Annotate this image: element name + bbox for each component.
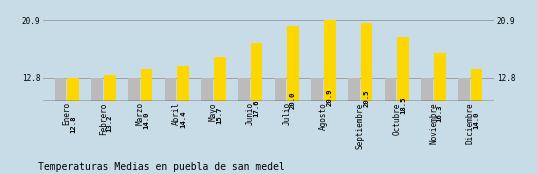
- Bar: [360, 23, 372, 168]
- Text: 14.4: 14.4: [180, 110, 186, 128]
- Bar: [104, 75, 115, 168]
- Bar: [67, 77, 79, 168]
- Bar: [201, 77, 213, 168]
- Bar: [214, 57, 226, 168]
- Bar: [458, 77, 470, 168]
- Bar: [324, 20, 336, 168]
- Text: 20.0: 20.0: [290, 92, 296, 109]
- Text: 20.5: 20.5: [364, 90, 369, 107]
- Bar: [434, 53, 446, 168]
- Text: Temperaturas Medias en puebla de san medel: Temperaturas Medias en puebla de san med…: [38, 162, 284, 172]
- Text: 18.5: 18.5: [400, 97, 406, 114]
- Bar: [141, 69, 153, 168]
- Text: 15.7: 15.7: [217, 106, 223, 124]
- Text: 13.2: 13.2: [107, 115, 113, 132]
- Bar: [55, 77, 67, 168]
- Bar: [91, 77, 103, 168]
- Text: 16.3: 16.3: [437, 104, 443, 122]
- Text: 12.8: 12.8: [70, 116, 76, 133]
- Bar: [470, 69, 482, 168]
- Bar: [165, 77, 177, 168]
- Text: 17.6: 17.6: [253, 100, 259, 117]
- Bar: [275, 77, 286, 168]
- Bar: [311, 77, 323, 168]
- Bar: [238, 77, 250, 168]
- Bar: [397, 37, 409, 168]
- Text: 14.0: 14.0: [474, 112, 480, 129]
- Bar: [348, 77, 360, 168]
- Bar: [177, 66, 189, 168]
- Bar: [287, 26, 299, 168]
- Text: 14.0: 14.0: [143, 112, 149, 129]
- Bar: [251, 44, 262, 168]
- Bar: [422, 77, 433, 168]
- Bar: [128, 77, 140, 168]
- Text: 20.9: 20.9: [326, 88, 333, 106]
- Bar: [384, 77, 396, 168]
